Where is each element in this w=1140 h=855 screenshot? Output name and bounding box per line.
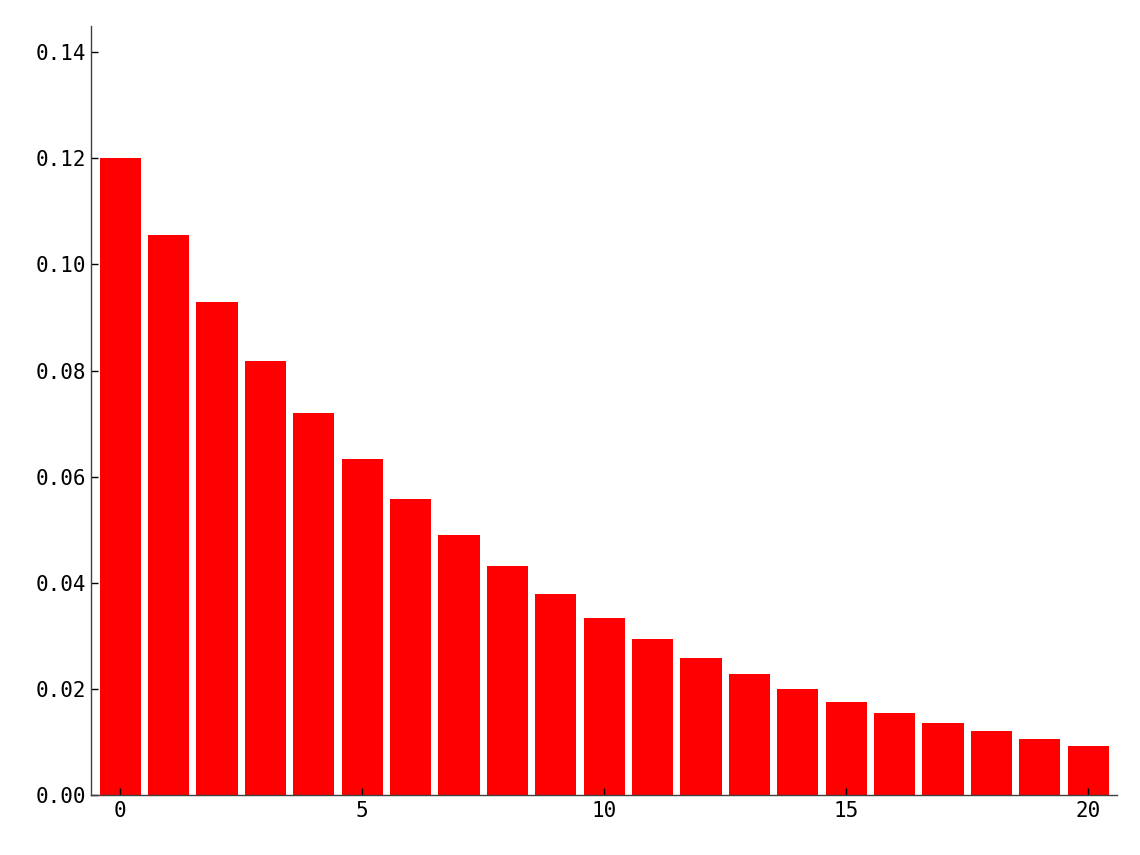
Bar (922, 722, 963, 795)
Bar (777, 689, 819, 795)
Bar (1019, 739, 1060, 795)
Bar (196, 302, 237, 795)
Bar (390, 499, 431, 795)
Bar (1067, 746, 1109, 795)
Bar (99, 158, 141, 795)
Bar (825, 702, 866, 795)
Bar (536, 593, 577, 795)
Bar (681, 657, 722, 795)
Bar (584, 618, 625, 795)
Bar (148, 235, 189, 795)
Bar (874, 713, 915, 795)
Bar (632, 639, 673, 795)
Bar (245, 361, 286, 795)
Bar (971, 731, 1012, 795)
Bar (342, 459, 383, 795)
Bar (487, 566, 528, 795)
Bar (728, 675, 770, 795)
Bar (439, 535, 480, 795)
Bar (293, 413, 334, 795)
